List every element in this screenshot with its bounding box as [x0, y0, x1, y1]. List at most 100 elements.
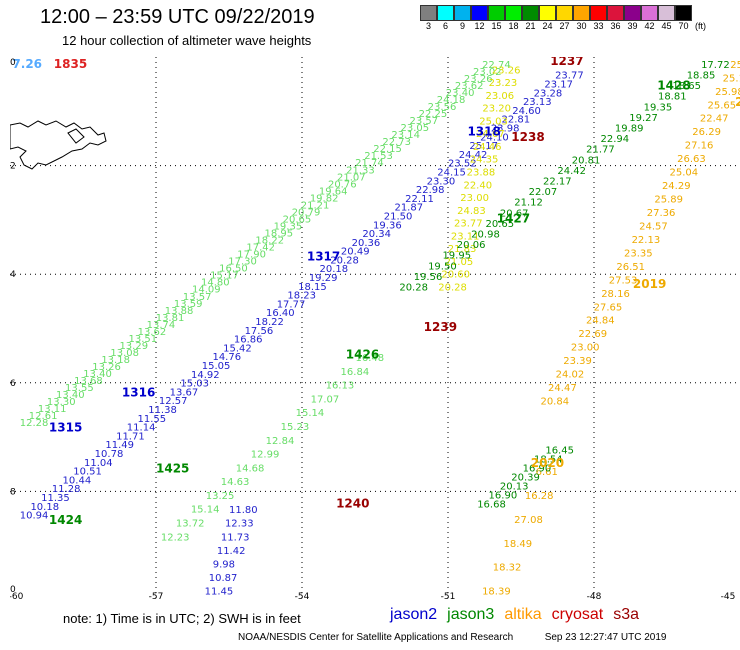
wave-height-value: 22.81 [502, 115, 531, 126]
wave-height-value: 11.55 [138, 414, 167, 425]
pass-time-label: 1424 [49, 513, 82, 527]
wave-height-value: 23.00 [571, 343, 600, 354]
wave-height-value: 23.52 [448, 159, 477, 170]
wave-height-value: 17.90 [237, 250, 266, 261]
colorbar-label: 39 [627, 21, 638, 31]
wave-height-value: 20.65 [486, 219, 515, 230]
wave-height-value: 16.90 [523, 463, 552, 474]
footer-agency: NOAA/NESDIS Center for Satellite Applica… [238, 632, 514, 643]
wave-height-value: 16.68 [477, 500, 506, 511]
track-t2020: 18.39 18.32 18.49 27.08 16.28 6.61 [482, 467, 558, 597]
wave-height-value: 17.07 [311, 394, 340, 405]
wave-height-value: 15.05 [202, 361, 231, 372]
wave-height-value: 23.20 [482, 104, 511, 115]
wave-height-value: 18.22 [255, 236, 284, 247]
wave-height-value: 13.81 [156, 313, 185, 324]
map-title: 12:00 – 23:59 UTC 09/22/2019 [40, 6, 315, 28]
latitude-tick-label: -60 [10, 585, 16, 595]
wave-height-value: 20.79 [292, 207, 321, 218]
longitude-tick-label: -51 [441, 592, 456, 600]
wave-height-value: 22.74 [482, 60, 511, 71]
wave-height-value: 23.88 [467, 168, 496, 179]
wave-height-value: 14.09 [192, 285, 221, 296]
wave-height-value: 13.40 [83, 369, 112, 380]
wave-height-value: 20.98 [471, 229, 500, 240]
colorbar-label: 12 [474, 21, 485, 31]
wave-height-value: 10.51 [73, 467, 102, 478]
wave-height-value: 21.21 [301, 200, 330, 211]
colorbar-swatch [590, 5, 607, 21]
longitude-tick-label: -57 [149, 592, 164, 600]
wave-height-value: 23.62 [455, 81, 484, 92]
wave-height-value: 19.35 [274, 221, 303, 232]
wave-height-value: 20.67 [500, 208, 529, 219]
wave-height-value: 24.60 [512, 106, 541, 117]
longitude-tick-label: -45 [721, 592, 736, 600]
wave-height-value: 19.29 [309, 273, 338, 284]
wave-height-value: 12.33 [225, 519, 254, 530]
wave-height-value: 23.57 [410, 116, 439, 127]
colorbar-label: 15 [491, 21, 502, 31]
wave-height-value: 27.53 [609, 275, 638, 286]
wave-height-value: 27.65 [594, 302, 623, 313]
wave-height-value: 19.50 [428, 261, 457, 272]
colorbar-swatch [420, 5, 437, 21]
wave-height-value: 10.94 [20, 511, 49, 522]
wave-height-value: 19.89 [615, 123, 644, 134]
colorbar-swatch [539, 5, 556, 21]
colorbar-swatch [624, 5, 641, 21]
altimeter-tracks: 12.2812.6113.1113.3013.4013.5513.6813.40… [20, 60, 740, 598]
colorbar-swatch [641, 5, 658, 21]
wave-height-value: 23.11 [451, 231, 480, 242]
colorbar-swatch [437, 5, 454, 21]
pass-time-label: 2019 [633, 277, 666, 291]
wave-height-value: 13.30 [47, 397, 76, 408]
wave-height-value: 18.81 [658, 92, 687, 103]
wave-height-value: 14.76 [212, 352, 241, 363]
wave-height-value: 16.50 [219, 264, 248, 275]
wave-height-value: 22.17 [543, 176, 572, 187]
wave-height-value: 22.13 [632, 235, 661, 246]
wave-height-value: 14.92 [191, 370, 220, 381]
wave-height-value: 11.49 [105, 440, 134, 451]
colorbar-swatch [573, 5, 590, 21]
wave-height-value: 12.57 [159, 396, 188, 407]
wave-height-value: 16.40 [266, 308, 295, 319]
wave-height-value: 21.77 [586, 145, 615, 156]
wave-height-value: 24.35 [470, 155, 499, 166]
wave-height-value: 26.63 [677, 154, 706, 165]
pass-time-label: 2020 [531, 456, 564, 470]
wave-height-value: 25.04 [670, 168, 699, 179]
wave-height-value: 11.14 [127, 423, 156, 434]
legend-cryosat: cryosat [551, 606, 604, 623]
wave-height-value: 20.36 [352, 238, 381, 249]
wave-height-value: 13.57 [183, 292, 212, 303]
wave-height-value: 23.40 [446, 88, 475, 99]
wave-height-value: 19.35 [644, 102, 673, 113]
pass-time-label: 1428 [657, 79, 690, 93]
colorbar-swatch [675, 5, 692, 21]
wave-height-value: 25.17 [723, 73, 740, 84]
wave-height-value: 20.28 [399, 282, 428, 293]
wave-height-value: 24.67 [476, 129, 505, 140]
wave-height-value: 24.02 [556, 370, 585, 381]
colorbar-swatch [471, 5, 488, 21]
colorbar-label: 33 [593, 21, 604, 31]
axis-labels: -60 -57 -54 -51 -48 -45 -50 -52 -54 -56 -58 -60 [10, 58, 735, 600]
wave-height-value: 22.98 [416, 185, 445, 196]
wave-height-value: 17.77 [277, 299, 306, 310]
wave-height-value: 18.49 [503, 539, 532, 550]
wave-height-value: 18.65 [672, 81, 701, 92]
wave-height-value: 22.15 [373, 144, 402, 155]
wave-height-value: 13.51 [129, 334, 158, 345]
wave-height-value: 16.48 [356, 353, 385, 364]
track-t1315: 12.2812.6113.1113.3013.4013.5513.6813.40… [20, 60, 511, 429]
wave-height-value: 18.39 [482, 587, 511, 598]
wave-height-value: 13.88 [165, 306, 194, 317]
colorbar-label: 6 [442, 21, 448, 31]
pass-time-label: 1318 [467, 125, 500, 139]
wave-height-value: 19.36 [373, 220, 402, 231]
wave-height-value: 21.33 [346, 165, 375, 176]
wave-height-value: 11.28 [52, 484, 81, 495]
